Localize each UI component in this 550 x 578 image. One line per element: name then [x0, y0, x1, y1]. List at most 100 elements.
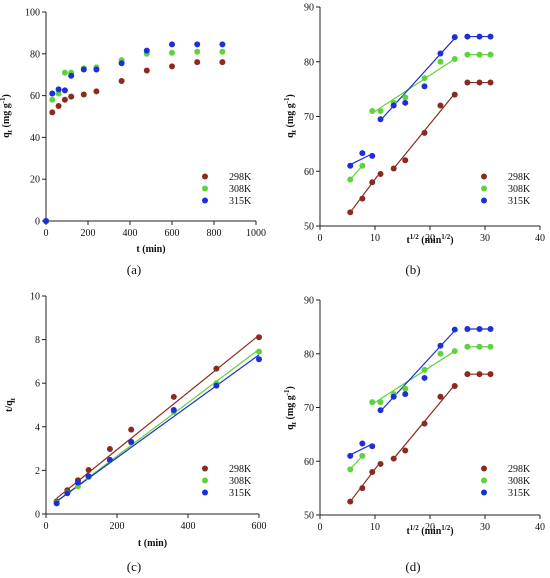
legend-marker-315K — [202, 489, 208, 496]
x-tick-label: 20 — [425, 522, 435, 533]
data-point-315K — [437, 342, 444, 349]
data-point-315K — [369, 152, 376, 159]
data-point-308K — [402, 94, 409, 101]
legend-label-308K: 308K — [229, 184, 252, 195]
data-point-315K — [256, 356, 262, 363]
data-point-298K — [128, 426, 135, 433]
caption-a: (a) — [127, 262, 141, 277]
data-point-298K — [85, 466, 92, 473]
data-point-315K — [106, 456, 113, 463]
data-point-308K — [487, 343, 494, 350]
legend-marker-315K — [481, 489, 487, 496]
data-point-308K — [359, 452, 366, 459]
y-tick-label: 80 — [30, 49, 40, 60]
data-point-315K — [487, 33, 494, 40]
panel-a: (a) 0 200 400 600 800 1000 0 20 40 60 80 100 t (min)… — [0, 8, 266, 278]
data-point-298K — [369, 179, 376, 186]
data-point-315K — [369, 443, 376, 450]
x-tick-label: 600 — [165, 228, 180, 239]
x-tick-label: 30 — [480, 522, 490, 533]
data-point-298K — [476, 371, 483, 378]
data-point-315K — [451, 326, 458, 333]
y-tick-label: 10 — [30, 292, 40, 303]
x-tick-label: 200 — [110, 521, 125, 532]
data-point-315K — [421, 83, 428, 90]
y-tick-label: 60 — [30, 91, 40, 102]
data-point-298K — [61, 96, 68, 103]
data-point-315K — [359, 440, 366, 447]
data-point-315K — [347, 452, 354, 459]
data-point-298K — [451, 383, 458, 389]
y-tick-label: 6 — [35, 379, 40, 390]
data-point-308K — [49, 96, 56, 103]
data-point-315K — [213, 382, 220, 389]
data-point-308K — [451, 56, 458, 63]
legend-label-308K: 308K — [508, 476, 531, 487]
data-point-315K — [118, 60, 125, 67]
data-point-308K — [169, 49, 175, 56]
y-tick-label: 2 — [35, 466, 40, 477]
data-point-315K — [476, 33, 483, 40]
data-point-298K — [421, 420, 428, 427]
caption-b: (b) — [405, 262, 420, 277]
data-point-315K — [143, 47, 150, 54]
y-axis-label: qt (mg g-1) — [283, 386, 298, 430]
data-point-308K — [359, 162, 366, 169]
data-point-298K — [169, 63, 175, 70]
data-point-315K — [128, 438, 135, 445]
fit-line-308K — [371, 350, 456, 405]
legend-label-298K: 298K — [229, 464, 252, 475]
legend-marker-298K — [481, 465, 487, 472]
data-point-298K — [55, 103, 62, 110]
legend-label-315K: 315K — [229, 196, 252, 207]
legend-label-315K: 315K — [229, 488, 252, 499]
y-tick-label: 70 — [304, 403, 314, 414]
data-point-308K — [377, 399, 384, 406]
legend-label-308K: 308K — [508, 184, 531, 195]
data-point-298K — [421, 129, 428, 136]
legend-marker-298K — [202, 173, 208, 180]
y-tick-label: 50 — [304, 222, 314, 233]
data-point-298K — [68, 93, 75, 100]
data-point-298K — [390, 455, 397, 462]
data-point-308K — [347, 466, 354, 473]
caption-d: (d) — [405, 559, 420, 574]
data-point-315K — [359, 150, 366, 157]
data-point-298K — [464, 371, 471, 378]
x-tick-label: 400 — [181, 521, 196, 532]
data-point-308K — [61, 69, 68, 76]
data-point-315K — [49, 90, 56, 97]
legend-marker-298K — [481, 173, 487, 180]
data-point-308K — [421, 366, 428, 373]
y-tick-label: 90 — [304, 3, 314, 14]
y-tick-label: 60 — [304, 457, 314, 468]
data-point-308K — [256, 348, 262, 355]
data-point-315K — [55, 86, 62, 93]
data-point-315K — [377, 407, 384, 414]
legend-marker-315K — [481, 197, 487, 204]
x-tick-label: 800 — [207, 228, 222, 239]
data-point-315K — [85, 473, 92, 480]
legend-label-298K: 298K — [508, 464, 531, 475]
data-point-298K — [347, 209, 354, 216]
data-point-308K — [402, 385, 409, 392]
x-tick-label: 20 — [425, 233, 435, 244]
x-tick-label: 400 — [123, 228, 138, 239]
fit-line-315K — [349, 153, 373, 166]
x-tick-label: 30 — [480, 233, 490, 244]
y-tick-label: 80 — [304, 349, 314, 360]
legend-label-308K: 308K — [229, 476, 252, 487]
data-point-298K — [476, 79, 483, 86]
x-tick-label: 40 — [535, 233, 545, 244]
data-point-308K — [437, 350, 444, 357]
x-axis-label: t1/2 (min1/2) — [406, 524, 453, 537]
data-point-315K — [347, 162, 354, 169]
data-point-298K — [487, 371, 494, 378]
data-point-308K — [369, 108, 376, 115]
data-point-298K — [402, 447, 409, 454]
data-point-298K — [437, 393, 444, 400]
data-point-315K — [437, 50, 444, 57]
y-tick-label: 60 — [304, 167, 314, 178]
data-point-298K — [369, 469, 376, 475]
data-point-308K — [194, 48, 201, 55]
